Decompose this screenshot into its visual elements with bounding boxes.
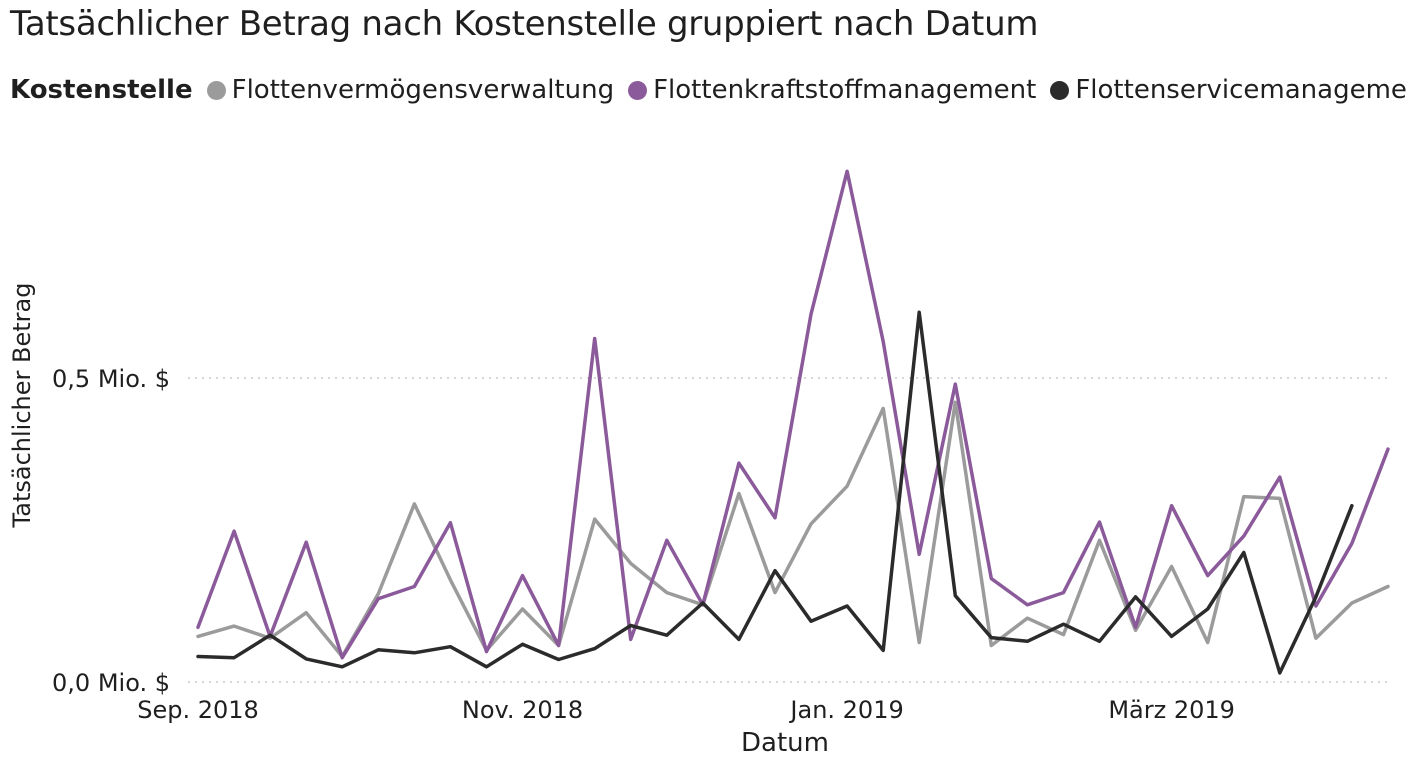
legend-item-flottenkraftstoffmanagement[interactable]: Flottenkraftstoffmanagement [628,75,1036,105]
y-tick-label-1: 0,5 Mio. $ [52,365,170,393]
series-lines [196,169,1390,675]
y-tick-label-0: 0,0 Mio. $ [52,669,170,697]
legend-title: Kostenstelle [10,75,193,105]
legend-dot-icon [628,80,648,100]
series-line-2[interactable] [196,310,1354,675]
legend-dot-icon [1050,80,1070,100]
legend-label: Flottenvermögensverwaltung [231,75,615,105]
legend: Kostenstelle Flottenvermögensverwaltung … [10,73,1408,107]
legend-item-flottenvermoegensverwaltung[interactable]: Flottenvermögensverwaltung [206,75,615,105]
series-line-1[interactable] [196,169,1390,660]
series-line-0[interactable] [196,400,1390,659]
x-tick-label-2: Jan. 2019 [788,696,903,724]
chart-title: Tatsächlicher Betrag nach Kostenstelle g… [10,4,1039,44]
x-tick-label-0: Sep. 2018 [137,696,259,724]
legend-item-flottenservicemanagement[interactable]: Flottenservicemanagement [1050,75,1408,105]
legend-label: Flottenkraftstoffmanagement [653,75,1037,105]
x-tick-label-3: März 2019 [1108,696,1235,724]
legend-label: Flottenservicemanagement [1075,75,1408,105]
x-axis-title: Datum [741,728,829,758]
legend-dot-icon [206,80,226,100]
y-axis-ticks: 0,0 Mio. $ 0,5 Mio. $ [52,365,170,697]
x-tick-label-1: Nov. 2018 [462,696,583,724]
